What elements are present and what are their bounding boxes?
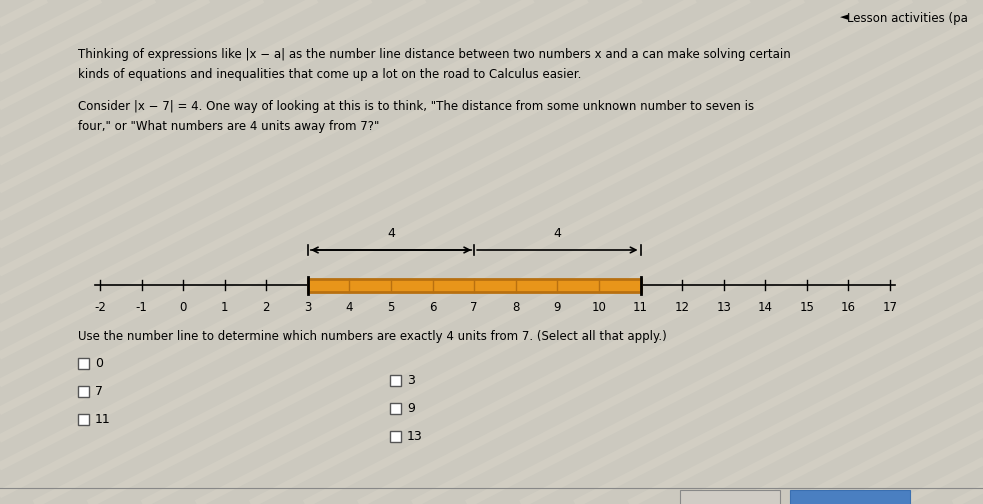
- Text: four," or "What numbers are 4 units away from 7?": four," or "What numbers are 4 units away…: [78, 120, 379, 133]
- Text: 15: 15: [799, 301, 814, 314]
- Text: 11: 11: [633, 301, 648, 314]
- Bar: [78, 358, 89, 369]
- Bar: [390, 431, 401, 442]
- Text: Thinking of expressions like |x − a| as the number line distance between two num: Thinking of expressions like |x − a| as …: [78, 48, 790, 61]
- Text: 7: 7: [95, 385, 103, 398]
- Text: 2: 2: [262, 301, 270, 314]
- Text: Use the number line to determine which numbers are exactly 4 units from 7. (Sele: Use the number line to determine which n…: [78, 330, 666, 343]
- Bar: [308, 279, 641, 291]
- Text: 3: 3: [304, 301, 312, 314]
- Text: 7: 7: [471, 301, 478, 314]
- Text: 9: 9: [553, 301, 561, 314]
- Text: 10: 10: [592, 301, 607, 314]
- Text: 0: 0: [180, 301, 187, 314]
- Text: 13: 13: [717, 301, 731, 314]
- Text: 6: 6: [429, 301, 436, 314]
- Text: 8: 8: [512, 301, 519, 314]
- Text: Consider |x − 7| = 4. One way of looking at this is to think, "The distance from: Consider |x − 7| = 4. One way of looking…: [78, 100, 754, 113]
- Bar: [680, 490, 780, 504]
- Bar: [790, 490, 910, 504]
- Text: kinds of equations and inequalities that come up a lot on the road to Calculus e: kinds of equations and inequalities that…: [78, 68, 581, 81]
- Text: 3: 3: [407, 374, 415, 387]
- Text: Hint: Hint: [719, 496, 741, 504]
- Text: 9: 9: [407, 402, 415, 415]
- Bar: [78, 386, 89, 397]
- Text: 13: 13: [407, 430, 423, 443]
- Text: 14: 14: [758, 301, 773, 314]
- Text: 4: 4: [387, 227, 395, 240]
- Text: 4: 4: [553, 227, 561, 240]
- Text: 5: 5: [387, 301, 395, 314]
- Bar: [390, 403, 401, 414]
- Text: 1: 1: [221, 301, 228, 314]
- Text: 11: 11: [95, 413, 111, 426]
- Text: 12: 12: [674, 301, 690, 314]
- Text: -1: -1: [136, 301, 147, 314]
- Text: 0: 0: [95, 357, 103, 370]
- Text: 4: 4: [346, 301, 353, 314]
- Text: ◄: ◄: [840, 12, 848, 22]
- Bar: [390, 375, 401, 386]
- Text: -2: -2: [94, 301, 106, 314]
- Text: Lesson activities (pa: Lesson activities (pa: [847, 12, 968, 25]
- Bar: [78, 414, 89, 425]
- Text: 16: 16: [840, 301, 856, 314]
- Text: 17: 17: [883, 301, 897, 314]
